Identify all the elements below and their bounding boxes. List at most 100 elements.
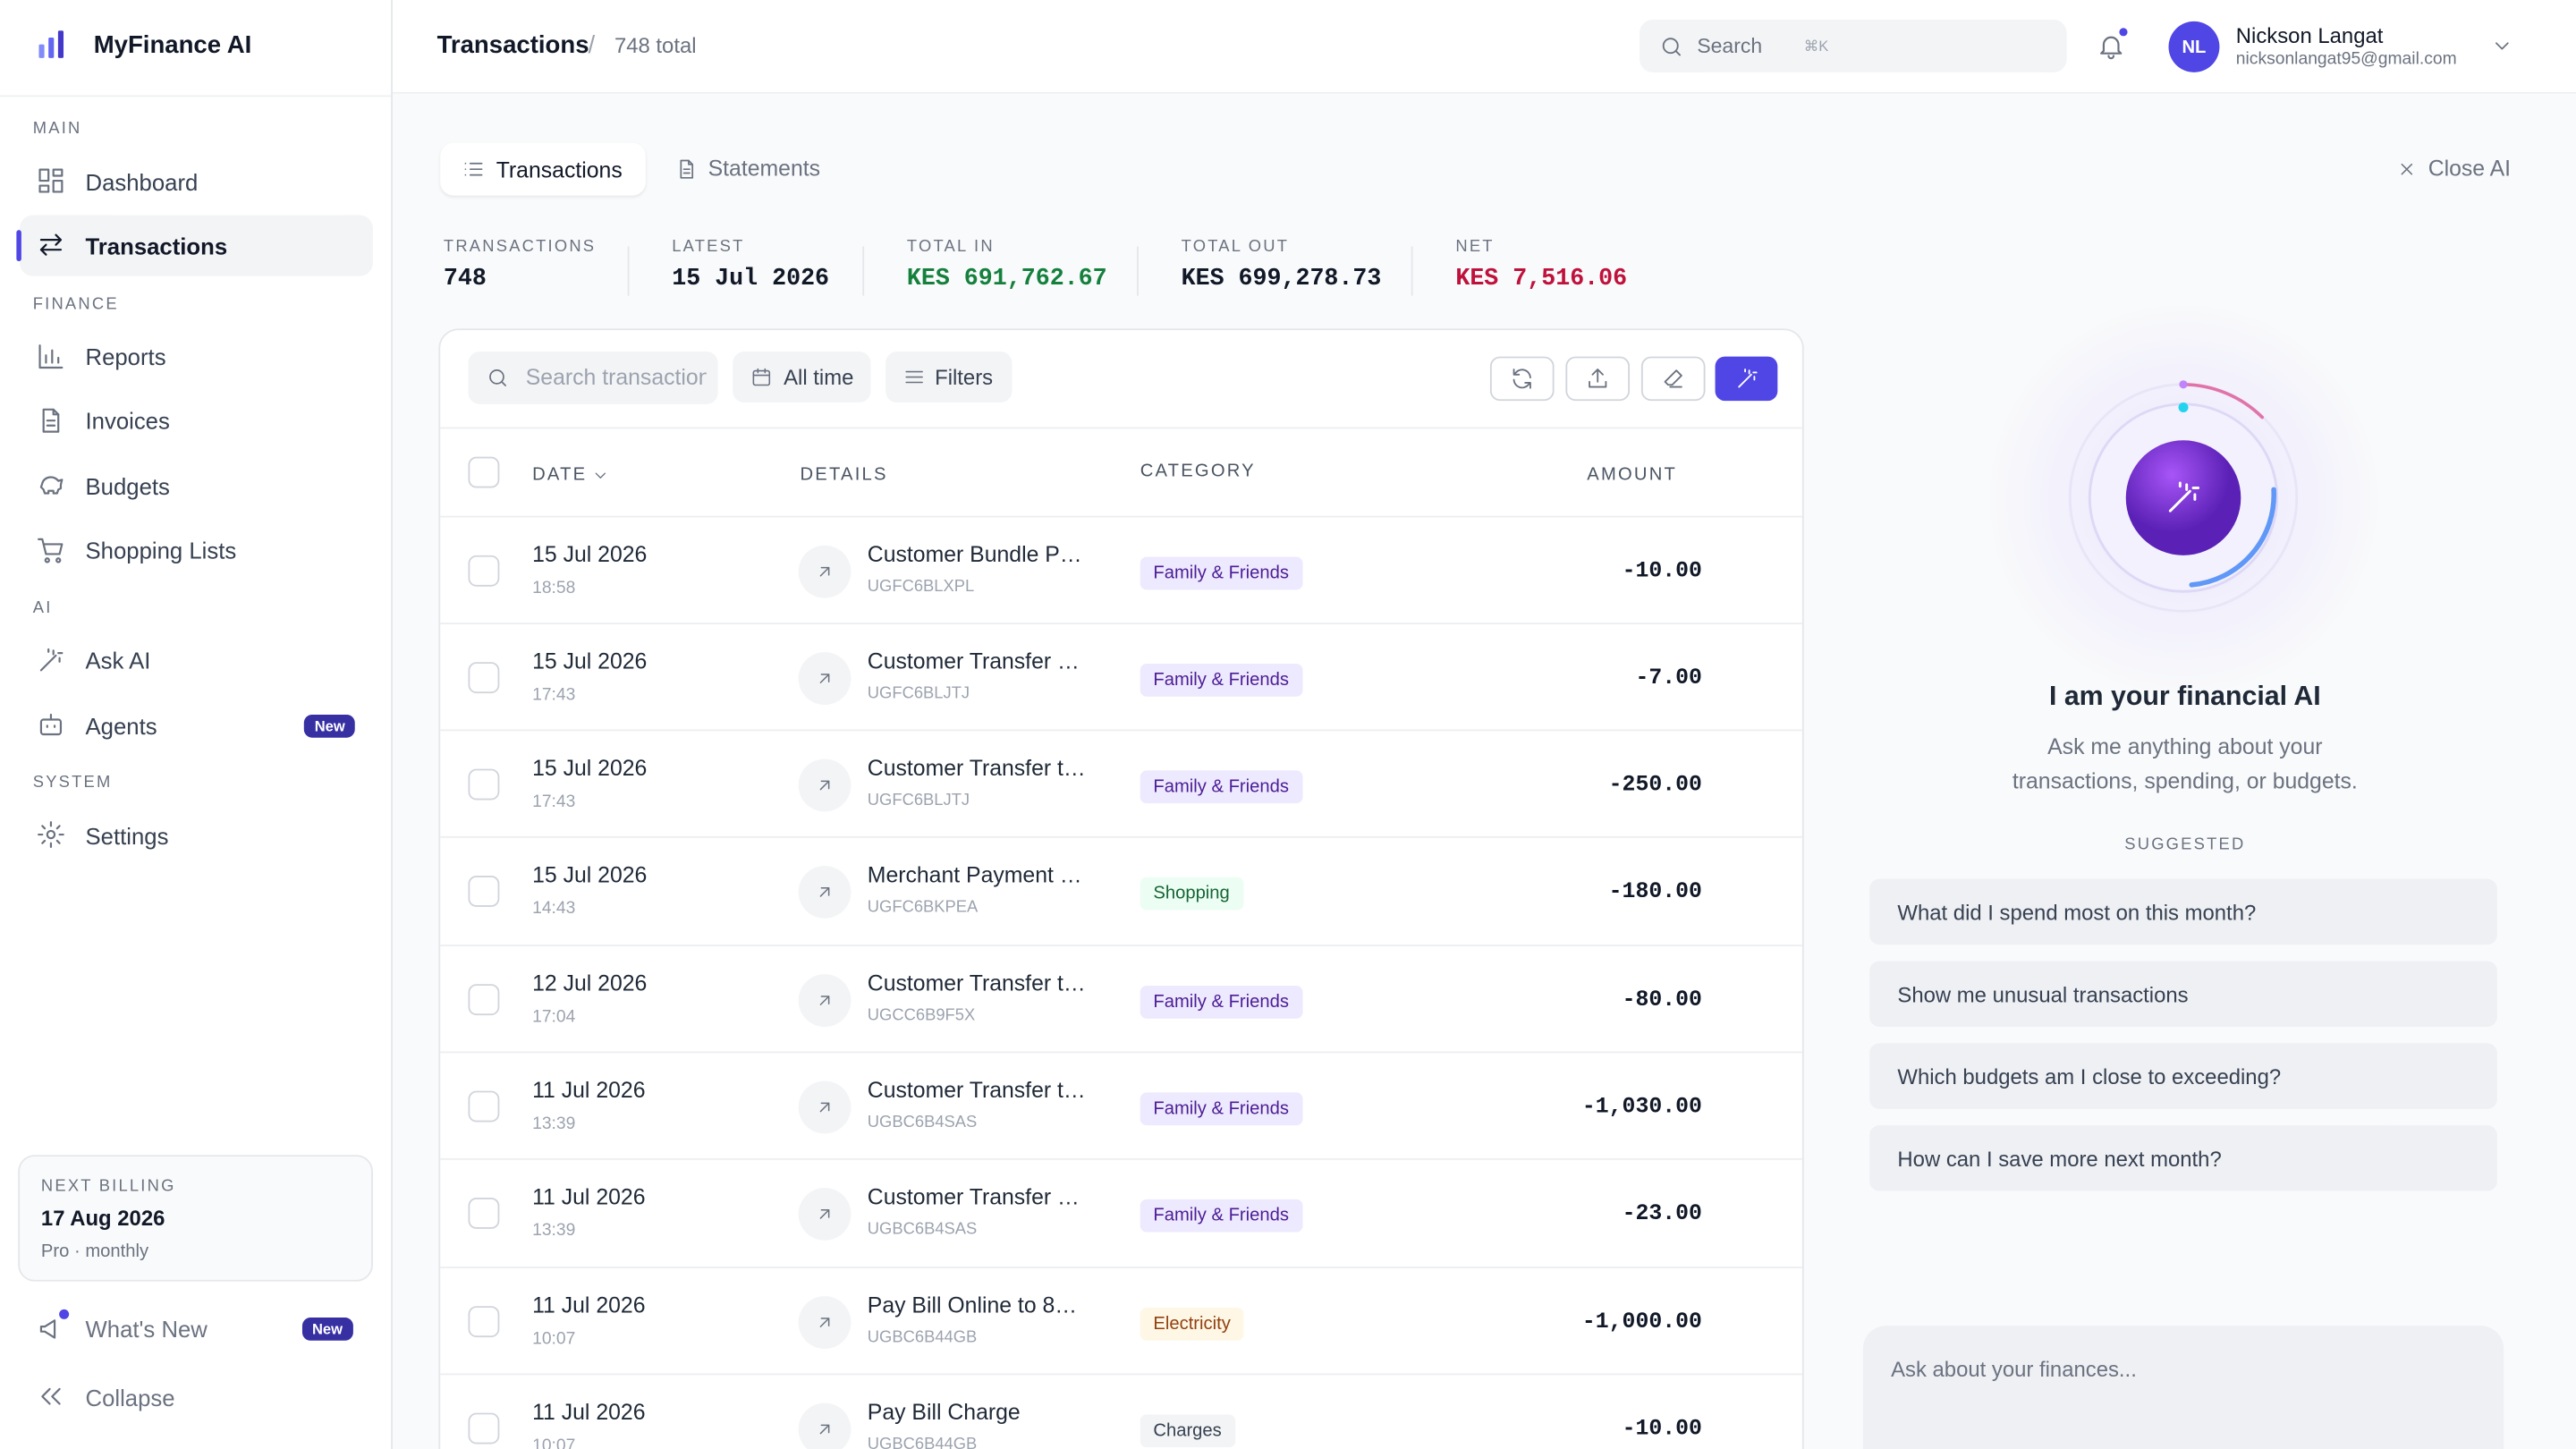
checkbox[interactable] [468,1412,500,1445]
stat-value: KES 691,762.67 [906,266,1107,292]
category-pill: Family & Friends [1140,1092,1302,1126]
checkbox[interactable] [468,768,500,801]
nav-icon [42,408,60,433]
section-label: AI [32,599,53,618]
tab[interactable]: Transactions [440,142,646,196]
suggestion[interactable]: How can I save more next month? [1869,1125,2497,1191]
ai-title: I am your financial AI [2048,682,2321,712]
row-amount: -23.00 [1622,1203,1702,1228]
checkbox[interactable] [468,1090,500,1123]
row-ref: UGBC6B4SAS [867,1221,978,1240]
direction-icon [798,651,852,705]
row-amount: -80.00 [1622,988,1702,1013]
checkbox[interactable] [468,554,500,586]
checkbox[interactable] [468,1198,500,1230]
export-button[interactable] [1565,356,1631,402]
ai-orb-icon [2168,481,2200,513]
ai-button[interactable] [1715,356,1778,402]
nav-item[interactable]: Shopping Lists [20,520,373,580]
user-email: nicksonlangat95@gmail.com [2235,49,2457,70]
table-row[interactable]: 11 Jul 2026 13:39 Customer Transfer … UGBC6… [440,1158,1802,1266]
table-row[interactable]: 11 Jul 2026 10:07 Pay Bill Charge UGBC6B44G… [440,1373,1802,1449]
nav-item[interactable]: Agents New [20,695,373,756]
refresh-button[interactable] [1489,356,1555,402]
row-ref: UGBC6B4SAS [867,1114,978,1132]
checkbox[interactable] [468,1305,500,1337]
nav-icon [39,234,63,257]
direction-icon [798,1080,852,1134]
category-pill: Family & Friends [1140,1199,1302,1233]
checkbox[interactable] [468,456,500,488]
row-amount: -10.00 [1622,559,1702,584]
nav-icon [38,537,64,563]
nav-item[interactable]: Dashboard [20,151,373,212]
direction-icon [798,758,852,812]
section-label: FINANCE [32,294,119,314]
nav-label: Ask AI [85,648,151,674]
stat-value: KES 7,516.06 [1455,266,1628,292]
category-pill: Family & Friends [1140,663,1302,697]
button-icon [1664,369,1682,388]
table-search[interactable]: Search transactions [468,352,718,404]
avatar[interactable]: NL [2168,21,2220,72]
row-time: 13:39 [532,1221,576,1241]
category-pill: Electricity [1140,1307,1244,1341]
row-details: Customer Transfer … [867,648,1080,674]
ai-icon [1737,369,1757,388]
chevron [2496,42,2509,50]
sort-icon [595,472,606,479]
row-date: 11 Jul 2026 [532,1077,646,1103]
nav-badge: New [304,715,355,738]
column-header[interactable]: DATE [532,464,588,485]
row-details: Customer Transfer t… [867,1077,1086,1103]
row-amount: -7.00 [1635,666,1702,691]
checkbox[interactable] [468,876,500,908]
nav-item[interactable]: Invoices [20,391,373,452]
billing-card: NEXT BILLING 17 Aug 2026 Pro · monthly [18,1155,373,1282]
whats-new-icon [39,1319,56,1339]
clear-button[interactable] [1640,356,1706,402]
whats-new-badge: New [301,1318,353,1341]
row-time: 17:04 [532,1006,576,1027]
stat-label: LATEST [672,238,745,257]
table-row[interactable]: 15 Jul 2026 17:43 Customer Transfer t… UGFC… [440,729,1802,837]
suggested-label: SUGGESTED [2124,835,2246,855]
row-ref: UGFC6BKPEA [867,899,979,918]
table-row[interactable]: 11 Jul 2026 10:07 Pay Bill Online to 8… UGB… [440,1266,1802,1373]
nav-item[interactable]: Budgets [20,455,373,516]
nav-item[interactable]: Reports [20,326,373,387]
table-row[interactable]: 15 Jul 2026 18:58 Customer Bundle P… UGFC6B… [440,514,1802,623]
table-row[interactable]: 12 Jul 2026 17:04 Customer Transfer t… UGCC… [440,944,1802,1052]
filters-button[interactable]: Filters [886,352,1013,403]
search-box[interactable]: Search ⌘K [1640,20,2067,72]
nav-item[interactable]: Transactions [16,216,373,277]
whats-new[interactable]: What's New [85,1316,208,1343]
row-ref: UGFC6BLJTJ [867,684,970,703]
nav-label: Budgets [85,472,170,499]
collapse[interactable]: Collapse [85,1385,175,1411]
suggestion[interactable]: What did I spend most on this month? [1869,878,2497,945]
table-row[interactable]: 11 Jul 2026 13:39 Customer Transfer t… UGBC… [440,1051,1802,1159]
table-row[interactable]: 15 Jul 2026 14:43 Merchant Payment … UGFC6B… [440,836,1802,945]
nav-item[interactable]: Ask AI [20,631,373,691]
stat-label: TOTAL IN [906,238,995,257]
stat-label: NET [1455,238,1495,257]
range-button[interactable]: All time [733,352,871,403]
brand-logo [38,30,64,58]
tab[interactable]: Statements [708,156,821,182]
ai-description: Ask me anything about your transactions,… [2012,734,2358,794]
direction-icon [798,1402,852,1449]
checkbox[interactable] [468,661,500,693]
sidebar: MyFinance AI MAIN Dashboard Transactions FIN… [0,0,393,1449]
table-row[interactable]: 15 Jul 2026 17:43 Customer Transfer … UGFC6… [440,622,1802,730]
suggestion[interactable]: Show me unusual transactions [1869,961,2497,1027]
collapse-icon [41,1387,61,1405]
checkbox[interactable] [468,983,500,1015]
suggestion[interactable]: Which budgets am I close to exceeding? [1869,1043,2497,1109]
stat-label: TOTAL OUT [1181,238,1290,257]
ai-input[interactable]: Ask about your finances... [1862,1326,2504,1449]
nav-item[interactable]: Settings [20,806,373,867]
close-ai[interactable]: Close AI [2428,156,2512,182]
nav-label: Settings [85,823,169,850]
